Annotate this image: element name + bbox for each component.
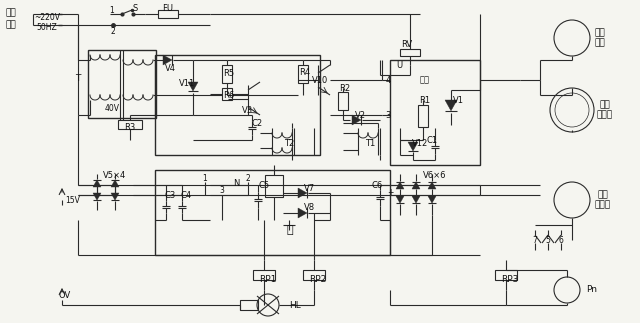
- Polygon shape: [298, 188, 307, 198]
- Text: 输出: 输出: [420, 76, 430, 85]
- Polygon shape: [111, 180, 119, 187]
- Text: R3: R3: [124, 122, 136, 131]
- Text: 50HZ: 50HZ: [36, 23, 58, 32]
- Polygon shape: [298, 208, 307, 218]
- Text: V8: V8: [305, 203, 316, 212]
- Text: C4: C4: [180, 191, 191, 200]
- Text: 相线: 相线: [5, 8, 16, 17]
- Text: OV: OV: [59, 290, 71, 299]
- Text: V1: V1: [452, 96, 463, 105]
- Bar: [418, 105, 428, 127]
- Text: U: U: [396, 60, 402, 69]
- Polygon shape: [408, 142, 418, 151]
- Text: RP3: RP3: [501, 276, 518, 285]
- Bar: [400, 49, 420, 56]
- Text: V11: V11: [179, 78, 195, 88]
- Bar: [390, 60, 480, 165]
- Text: V2: V2: [355, 110, 365, 120]
- Text: RP1: RP1: [259, 276, 276, 285]
- Bar: [158, 10, 178, 18]
- Text: N: N: [233, 179, 239, 187]
- Text: 5: 5: [545, 235, 550, 245]
- Bar: [253, 270, 275, 280]
- Text: +: +: [387, 187, 393, 196]
- Text: FU: FU: [163, 4, 173, 13]
- Text: 6: 6: [559, 235, 563, 245]
- Text: S: S: [132, 4, 138, 13]
- Text: C3: C3: [164, 191, 175, 200]
- Text: T2: T2: [284, 139, 294, 148]
- Bar: [155, 170, 390, 255]
- Text: 40V: 40V: [104, 103, 120, 112]
- Text: 测速
发电机: 测速 发电机: [595, 190, 611, 210]
- Polygon shape: [412, 182, 420, 189]
- Polygon shape: [93, 180, 101, 187]
- Text: C6: C6: [372, 181, 383, 190]
- Text: V4: V4: [164, 64, 175, 72]
- Text: 15V: 15V: [65, 195, 81, 204]
- Text: C1: C1: [426, 136, 438, 144]
- Text: 电磁
离合器: 电磁 离合器: [597, 100, 613, 120]
- Text: V12: V12: [412, 139, 428, 148]
- Text: 3: 3: [385, 110, 390, 120]
- Text: Pn: Pn: [586, 286, 598, 295]
- Bar: [265, 175, 283, 197]
- Text: 4: 4: [385, 76, 390, 85]
- Text: RP2: RP2: [309, 276, 326, 285]
- Polygon shape: [163, 55, 172, 65]
- Text: 7: 7: [532, 235, 538, 245]
- Polygon shape: [93, 193, 101, 200]
- Polygon shape: [396, 196, 404, 203]
- Text: 3: 3: [220, 185, 225, 194]
- Text: ~220V: ~220V: [34, 13, 60, 22]
- Text: T1: T1: [365, 139, 375, 148]
- Text: R2: R2: [339, 84, 351, 92]
- Bar: [222, 88, 232, 100]
- Bar: [88, 50, 156, 118]
- Text: V10: V10: [312, 76, 328, 85]
- Text: V6×6: V6×6: [423, 171, 447, 180]
- Text: V3: V3: [243, 106, 253, 114]
- Bar: [303, 270, 325, 280]
- Text: C2: C2: [252, 119, 262, 128]
- Text: HL: HL: [289, 300, 301, 309]
- Bar: [298, 65, 308, 83]
- Bar: [222, 65, 232, 83]
- Polygon shape: [445, 100, 457, 111]
- Text: C5: C5: [259, 181, 269, 190]
- Text: 输: 输: [287, 225, 293, 235]
- Text: R4: R4: [300, 68, 310, 77]
- Bar: [118, 120, 142, 129]
- Text: 中线: 中线: [5, 20, 16, 29]
- Text: 2: 2: [111, 26, 115, 36]
- Text: T: T: [76, 74, 81, 82]
- Text: RV: RV: [401, 39, 413, 48]
- Text: 1: 1: [203, 173, 207, 182]
- Bar: [495, 270, 517, 280]
- Text: R1: R1: [419, 96, 431, 105]
- Polygon shape: [111, 193, 119, 200]
- Polygon shape: [396, 182, 404, 189]
- Polygon shape: [188, 82, 198, 91]
- Text: V7: V7: [305, 183, 316, 193]
- Polygon shape: [428, 196, 436, 203]
- Bar: [240, 300, 258, 310]
- Bar: [338, 92, 348, 110]
- Text: 2: 2: [246, 173, 250, 182]
- Bar: [155, 55, 320, 155]
- Text: 拖动
电机: 拖动 电机: [595, 28, 605, 48]
- Text: R6: R6: [223, 90, 235, 99]
- Polygon shape: [352, 115, 361, 125]
- Text: 1: 1: [109, 5, 115, 15]
- Polygon shape: [428, 182, 436, 189]
- Text: R5: R5: [223, 68, 235, 78]
- Text: V5×4: V5×4: [104, 171, 127, 180]
- Polygon shape: [412, 196, 420, 203]
